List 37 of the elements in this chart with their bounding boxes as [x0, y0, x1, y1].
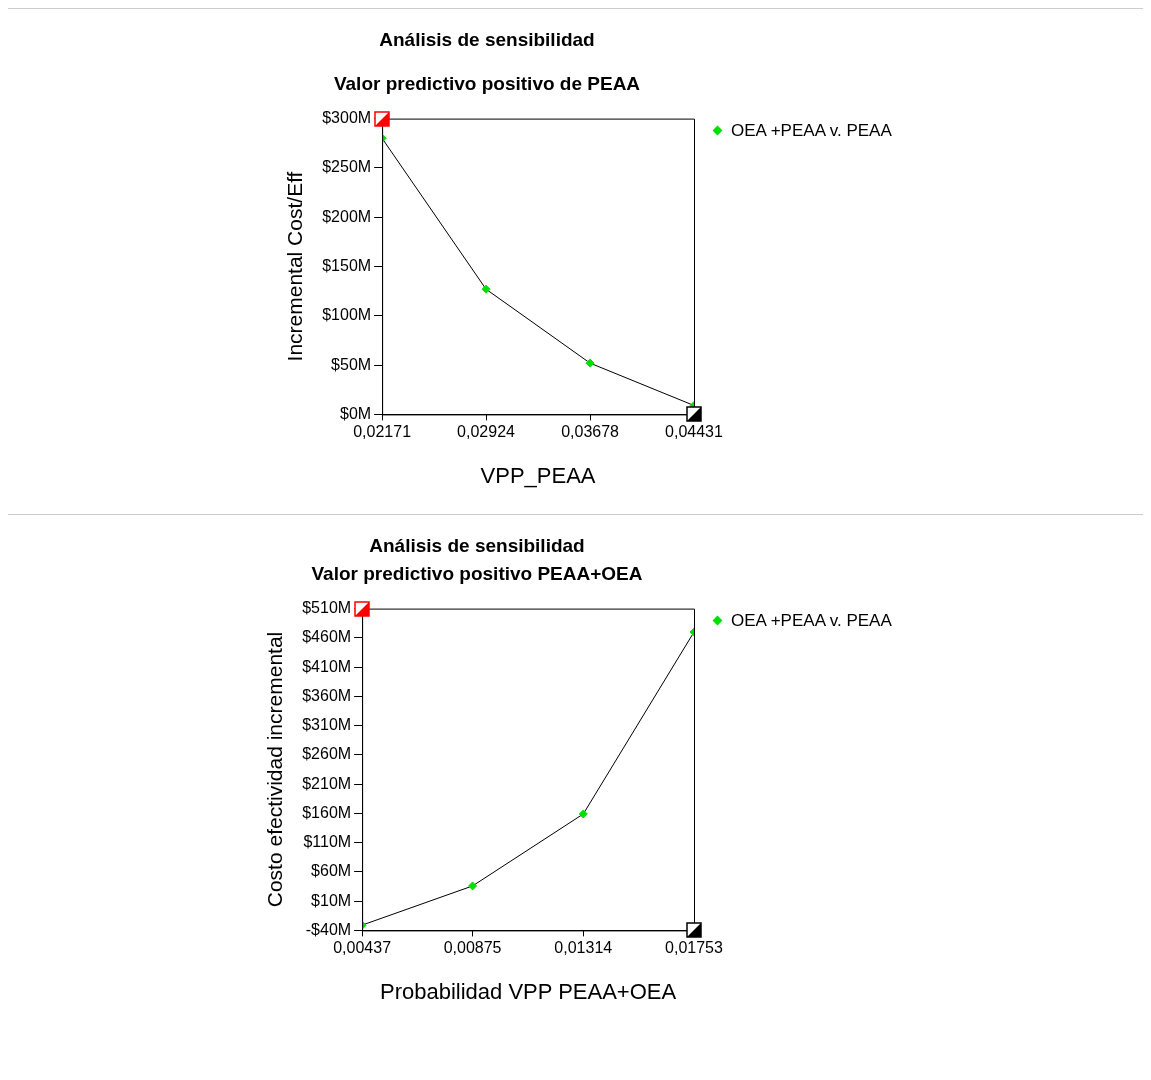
y-tick-label: $160M — [302, 803, 352, 821]
x-tick-label: 0,00875 — [443, 939, 502, 957]
y-tick-label: $50M — [331, 355, 372, 373]
y-tick-label: $260M — [302, 745, 352, 763]
legend-label: OEA +PEAA v. PEAA — [731, 119, 892, 142]
y-axis-title: Costo efectividad incremental — [263, 631, 287, 908]
y-tick-label: $200M — [322, 207, 372, 225]
chart-title: Análisis de sensibilidad — [379, 28, 595, 50]
x-tick-label: 0,02924 — [457, 423, 516, 441]
y-tick-label: $300M — [322, 109, 372, 127]
chart-subtitle: Valor predictivo positivo PEAA+OEA — [311, 563, 643, 585]
chart-subtitle: Valor predictivo positivo de PEAA — [333, 73, 641, 95]
y-tick-label: $410M — [302, 657, 352, 675]
x-tick-label: 0,01314 — [554, 939, 613, 957]
y-tick-label: $150M — [322, 256, 372, 274]
y-tick-label: $60M — [311, 862, 352, 880]
x-tick-label: 0,01753 — [665, 939, 724, 957]
y-tick-label: $250M — [322, 158, 372, 176]
x-axis-title: VPP_PEAA — [480, 462, 596, 488]
x-tick-label: 0,03678 — [561, 423, 620, 441]
y-tick-label: $210M — [302, 774, 352, 792]
x-tick-label: 0,04431 — [665, 423, 724, 441]
y-tick-label: $0M — [340, 404, 372, 422]
y-tick-label: $460M — [302, 628, 352, 646]
y-tick-label: $10M — [311, 891, 352, 909]
y-tick-label: $360M — [302, 686, 352, 704]
y-tick-label: $110M — [303, 833, 352, 851]
x-axis-title: Probabilidad VPP PEAA+OEA — [379, 978, 677, 1004]
y-tick-label: $310M — [302, 716, 352, 734]
y-tick-label: $510M — [302, 599, 352, 617]
y-tick-label: $100M — [322, 306, 372, 324]
y-axis-title: Incremental Cost/Eff — [283, 171, 307, 362]
chart-title: Análisis de sensibilidad — [369, 534, 585, 556]
legend-label: OEA +PEAA v. PEAA — [731, 609, 892, 632]
x-tick-label: 0,00437 — [333, 939, 392, 957]
x-tick-label: 0,02171 — [353, 423, 412, 441]
y-tick-label: -$40M — [305, 920, 352, 938]
